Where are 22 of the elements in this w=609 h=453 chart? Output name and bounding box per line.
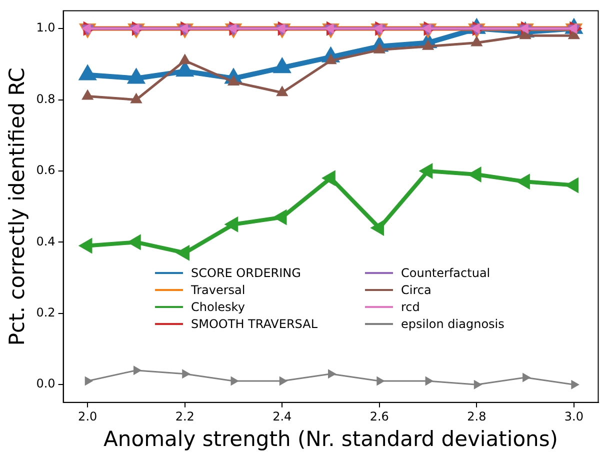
legend-label: Cholesky bbox=[191, 300, 245, 314]
legend-label: Traversal bbox=[191, 283, 246, 297]
legend-label: Counterfactual bbox=[401, 266, 490, 280]
x-tick-label: 2.4 bbox=[272, 410, 292, 424]
y-axis-title: Pct. correctly identified RC bbox=[5, 68, 30, 346]
x-tick-label: 2.8 bbox=[467, 410, 486, 424]
legend-label: Circa bbox=[401, 283, 432, 297]
x-tick-label: 2.2 bbox=[175, 410, 194, 424]
y-tick-label: 0.0 bbox=[36, 376, 56, 391]
x-tick-label: 3.0 bbox=[564, 410, 584, 424]
y-tick-label: 0.4 bbox=[36, 234, 56, 248]
x-tick-label: 2.6 bbox=[370, 410, 389, 424]
y-tick-label: 1.0 bbox=[36, 20, 56, 35]
legend-label: rcd bbox=[401, 300, 420, 314]
y-tick-label: 0.6 bbox=[36, 163, 56, 178]
x-axis-title: Anomaly strength (Nr. standard deviations) bbox=[104, 426, 558, 451]
legend-label: epsilon diagnosis bbox=[401, 317, 504, 331]
legend-label: SCORE ORDERING bbox=[191, 266, 301, 280]
y-tick-label: 0.8 bbox=[36, 92, 56, 106]
x-tick-label: 2.0 bbox=[78, 410, 98, 424]
legend-label: SMOOTH TRAVERSAL bbox=[191, 317, 318, 331]
y-tick-label: 0.2 bbox=[36, 306, 56, 320]
